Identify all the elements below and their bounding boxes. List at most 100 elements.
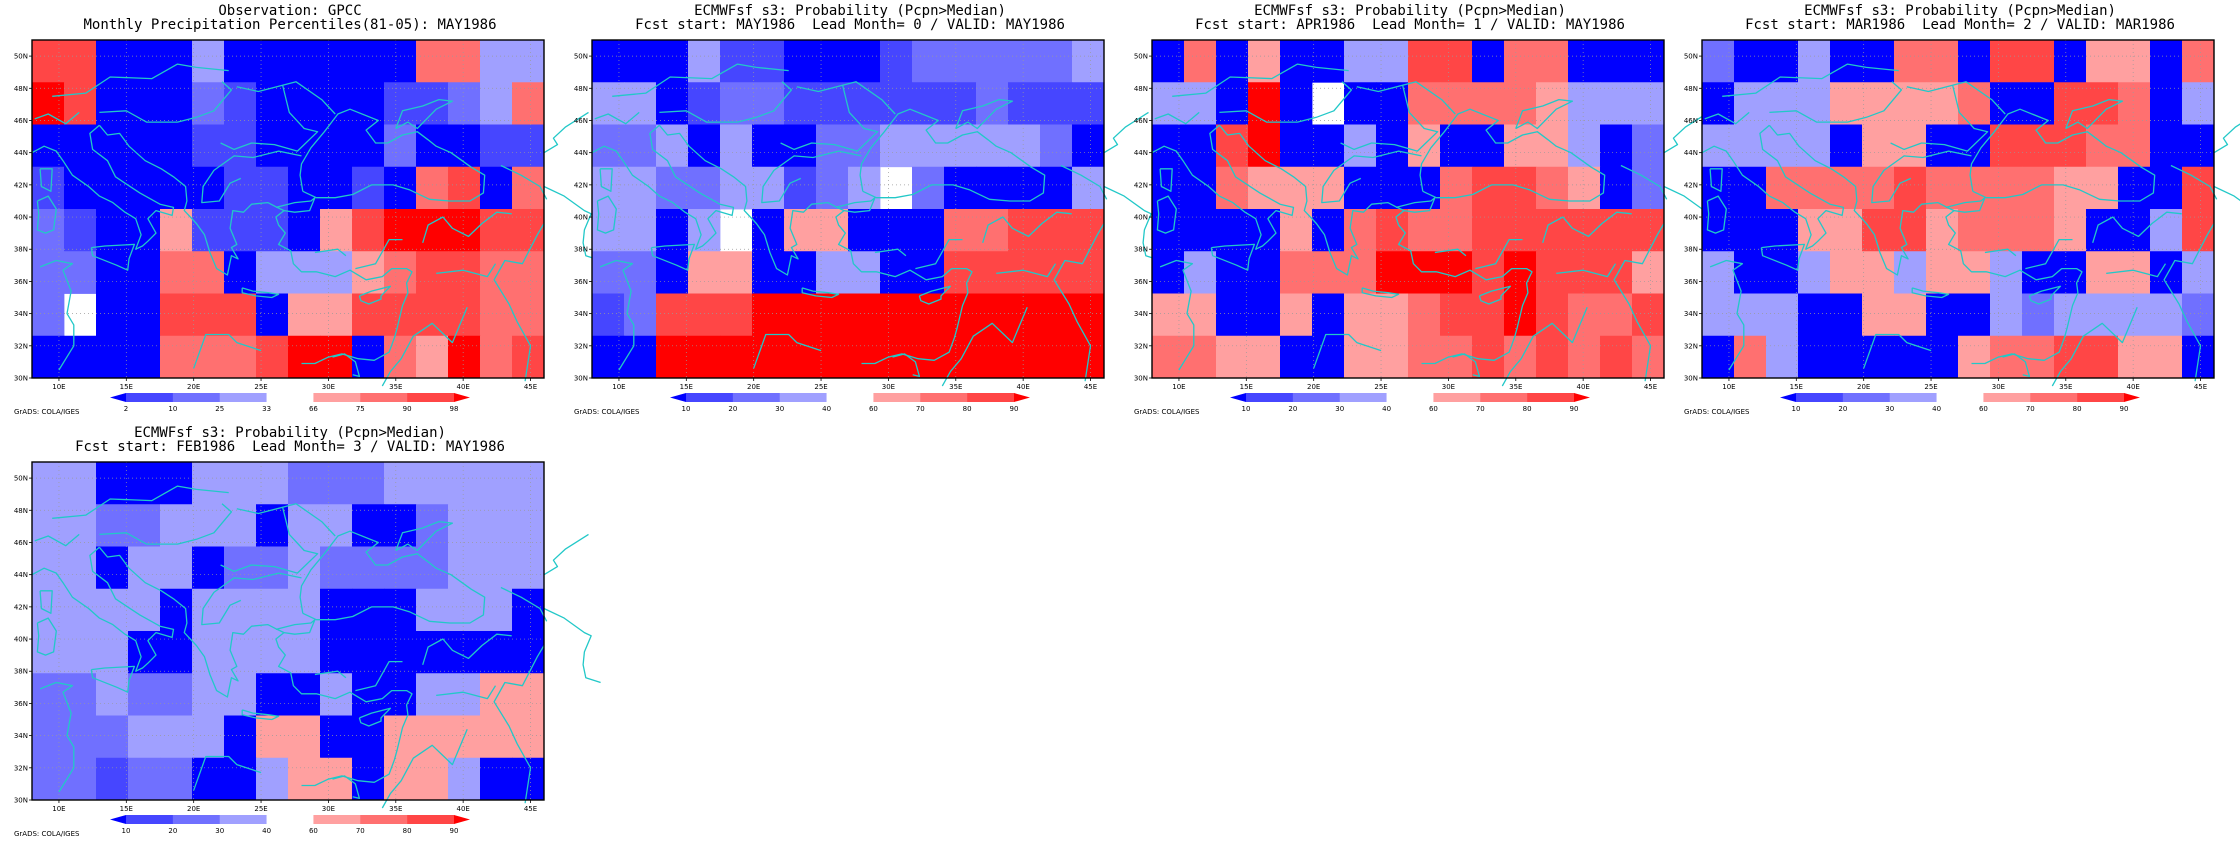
lat-tick-label: 42N	[14, 181, 28, 189]
grid-cell	[1472, 166, 1505, 210]
grid-cell	[976, 166, 1009, 210]
precipitation-map: 10E 15E 20E 25E 30E 35E 40E 45E 50N 48N 46N 44N 42N 4…	[14, 39, 601, 413]
coastline	[918, 285, 952, 305]
grid-cell	[1798, 251, 1831, 294]
grid-cell	[1008, 166, 1041, 210]
colorbar-label: 40	[262, 827, 271, 835]
grid-cell	[688, 40, 721, 83]
coastline	[543, 533, 589, 576]
grid-cell	[384, 335, 417, 379]
coastline	[241, 287, 280, 299]
lat-tick-label: 32N	[1684, 342, 1698, 350]
coastline	[599, 168, 613, 192]
colorbar-label: 80	[1523, 405, 1532, 413]
lon-tick-label: 45E	[524, 383, 537, 391]
colorbar-segment	[454, 815, 470, 824]
grid-cell	[480, 209, 513, 252]
grid-cell	[1536, 293, 1569, 337]
grid-cell	[320, 588, 353, 632]
grads-credit: GrADS: COLA/IGES	[574, 408, 640, 416]
grid-cell	[1600, 166, 1633, 210]
grid-cell	[944, 209, 977, 252]
grid-cell	[1504, 124, 1537, 168]
grid-cell	[1862, 209, 1895, 252]
grid-cell	[512, 293, 545, 337]
coastline	[1103, 111, 1149, 154]
grid-cell	[384, 462, 417, 505]
grid-cell	[480, 124, 513, 168]
grid-cell	[1990, 293, 2023, 337]
grid-cell	[752, 166, 785, 210]
grid-cell	[448, 588, 481, 632]
grid-cell	[480, 40, 513, 83]
grid-cell	[1040, 124, 1073, 168]
grid-cell	[96, 462, 129, 505]
coastline	[1556, 263, 1617, 278]
grid-cell	[624, 40, 657, 83]
grid-cell	[1280, 209, 1313, 252]
panel-title: ECMWFsf s3: Probability (Pcpn>Median)	[134, 425, 446, 441]
grid-cell	[2118, 335, 2151, 379]
grid-cell	[1280, 124, 1313, 168]
coastline	[422, 633, 512, 665]
lon-tick-label: 40E	[1576, 383, 1589, 391]
grid-cell	[448, 124, 481, 168]
coastline	[955, 98, 1014, 130]
coastline	[1709, 259, 1745, 371]
colorbar-label: 30	[1885, 405, 1894, 413]
colorbar-segment	[873, 393, 921, 402]
grid-cell	[848, 209, 881, 252]
grid-cell	[784, 124, 817, 168]
colorbar-label: 20	[728, 405, 737, 413]
coastline	[39, 590, 53, 614]
panel-subtitle: Fcst start: MAY1986 Lead Month= 0 / VALI…	[635, 17, 1065, 33]
coastline	[34, 111, 80, 125]
grid-cell	[224, 82, 257, 125]
grid-cell	[96, 715, 129, 759]
coastline	[2163, 223, 2215, 382]
grid-cell	[416, 166, 449, 210]
grid-cell	[224, 251, 257, 294]
coastline	[982, 211, 1072, 243]
grid-cell	[1766, 293, 1799, 337]
colorbar-label: 80	[2073, 405, 2082, 413]
lat-tick-label: 32N	[574, 342, 588, 350]
grid-cell	[1312, 251, 1345, 294]
grid-cell	[2118, 251, 2151, 294]
grid-cell	[32, 124, 65, 168]
colorbar-segment	[1339, 393, 1387, 402]
grid-cell	[656, 293, 689, 337]
panel-subtitle: Fcst start: FEB1986 Lead Month= 3 / VALI…	[75, 439, 505, 455]
grid-cell	[1632, 82, 1665, 125]
grid-cell	[1008, 124, 1041, 168]
coastline	[801, 287, 840, 299]
grid-cell	[720, 124, 753, 168]
probability-map: 10E 15E 20E 25E 30E 35E 40E 45E 50N 48N 46N 44N 42N 4…	[574, 39, 1161, 413]
grid-cell	[1568, 335, 1601, 379]
grid-cell	[512, 462, 545, 505]
lat-tick-label: 42N	[1684, 181, 1698, 189]
coastline	[2213, 185, 2240, 202]
grid-cell	[1830, 124, 1863, 168]
grid-cell	[128, 40, 161, 83]
grid-cell	[320, 631, 353, 674]
lon-tick-label: 35E	[949, 383, 962, 391]
grid-cell	[448, 40, 481, 83]
grid-cell	[2022, 124, 2055, 168]
lon-tick-label: 20E	[1857, 383, 1870, 391]
grid-cell	[1216, 40, 1249, 83]
coastline	[236, 81, 336, 115]
grid-cell	[128, 715, 161, 759]
colorbar-segment	[172, 815, 221, 824]
lat-tick-label: 42N	[14, 603, 28, 611]
coastline	[1663, 111, 1709, 154]
grid-cell	[2118, 82, 2151, 125]
grid-cell	[160, 166, 193, 210]
grid-cell	[1504, 335, 1537, 379]
grads-credit: GrADS: COLA/IGES	[14, 408, 80, 416]
grid-cell	[2086, 293, 2119, 337]
lat-tick-label: 48N	[14, 85, 28, 93]
coastline	[659, 81, 793, 123]
colorbar-segment	[686, 393, 734, 402]
grid-cell	[1990, 124, 2023, 168]
